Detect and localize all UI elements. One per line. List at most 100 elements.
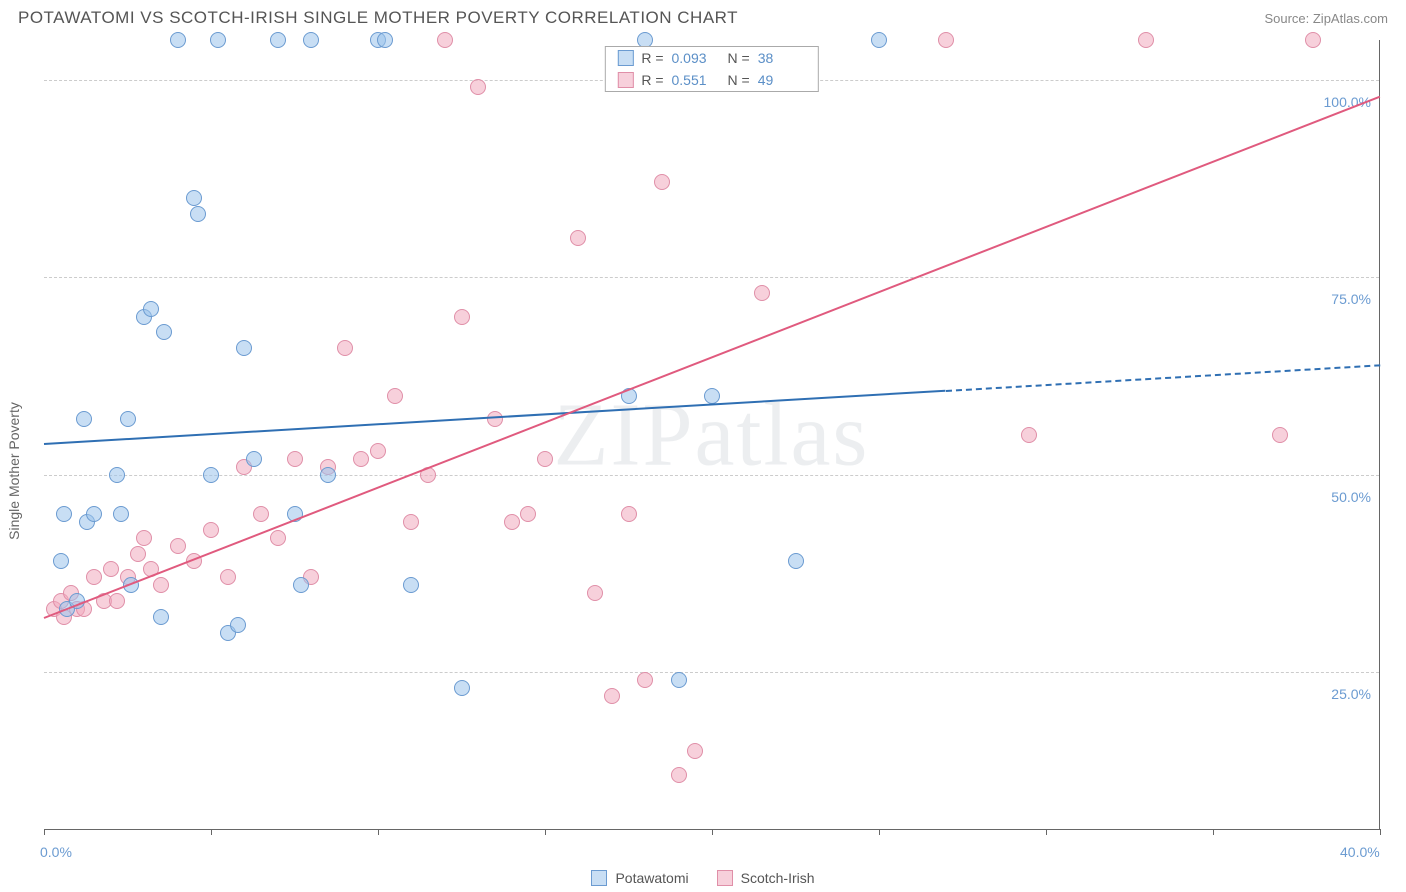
data-point-potawatomi bbox=[671, 672, 687, 688]
stats-legend: R =0.093N =38R =0.551N =49 bbox=[604, 46, 818, 92]
gridline bbox=[44, 475, 1379, 476]
data-point-scotch-irish bbox=[109, 593, 125, 609]
data-point-potawatomi bbox=[156, 324, 172, 340]
chart-container: Single Mother Poverty ZIPatlas R =0.093N… bbox=[0, 34, 1406, 892]
data-point-potawatomi bbox=[270, 32, 286, 48]
data-point-scotch-irish bbox=[287, 451, 303, 467]
n-label: N = bbox=[728, 72, 750, 88]
legend-swatch bbox=[717, 870, 733, 886]
legend-label: Scotch-Irish bbox=[741, 870, 815, 886]
data-point-scotch-irish bbox=[203, 522, 219, 538]
legend-swatch bbox=[617, 50, 633, 66]
data-point-potawatomi bbox=[871, 32, 887, 48]
data-point-potawatomi bbox=[56, 506, 72, 522]
data-point-potawatomi bbox=[236, 340, 252, 356]
data-point-scotch-irish bbox=[938, 32, 954, 48]
data-point-potawatomi bbox=[230, 617, 246, 633]
data-point-scotch-irish bbox=[621, 506, 637, 522]
data-point-potawatomi bbox=[320, 467, 336, 483]
data-point-scotch-irish bbox=[387, 388, 403, 404]
data-point-scotch-irish bbox=[403, 514, 419, 530]
data-point-potawatomi bbox=[203, 467, 219, 483]
data-point-scotch-irish bbox=[1138, 32, 1154, 48]
data-point-scotch-irish bbox=[671, 767, 687, 783]
data-point-potawatomi bbox=[704, 388, 720, 404]
data-point-scotch-irish bbox=[170, 538, 186, 554]
data-point-potawatomi bbox=[170, 32, 186, 48]
x-axis-min-label: 0.0% bbox=[40, 844, 72, 860]
data-point-scotch-irish bbox=[136, 530, 152, 546]
data-point-potawatomi bbox=[210, 32, 226, 48]
data-point-scotch-irish bbox=[437, 32, 453, 48]
x-tick bbox=[1213, 829, 1214, 835]
data-point-scotch-irish bbox=[86, 569, 102, 585]
n-value: 38 bbox=[758, 50, 806, 66]
data-point-scotch-irish bbox=[637, 672, 653, 688]
y-tick-label: 75.0% bbox=[1331, 291, 1371, 307]
legend-swatch bbox=[591, 870, 607, 886]
data-point-potawatomi bbox=[153, 609, 169, 625]
data-point-scotch-irish bbox=[153, 577, 169, 593]
data-point-scotch-irish bbox=[130, 546, 146, 562]
data-point-potawatomi bbox=[246, 451, 262, 467]
data-point-scotch-irish bbox=[587, 585, 603, 601]
data-point-scotch-irish bbox=[754, 285, 770, 301]
data-point-potawatomi bbox=[113, 506, 129, 522]
data-point-scotch-irish bbox=[353, 451, 369, 467]
data-point-potawatomi bbox=[76, 411, 92, 427]
n-value: 49 bbox=[758, 72, 806, 88]
data-point-scotch-irish bbox=[487, 411, 503, 427]
data-point-potawatomi bbox=[53, 553, 69, 569]
data-point-potawatomi bbox=[377, 32, 393, 48]
legend-label: Potawatomi bbox=[615, 870, 688, 886]
data-point-scotch-irish bbox=[370, 443, 386, 459]
legend-item: Potawatomi bbox=[591, 870, 688, 886]
data-point-potawatomi bbox=[86, 506, 102, 522]
chart-source: Source: ZipAtlas.com bbox=[1264, 11, 1388, 26]
data-point-scotch-irish bbox=[570, 230, 586, 246]
data-point-potawatomi bbox=[120, 411, 136, 427]
data-point-scotch-irish bbox=[253, 506, 269, 522]
r-value: 0.093 bbox=[672, 50, 720, 66]
data-point-potawatomi bbox=[109, 467, 125, 483]
data-point-scotch-irish bbox=[337, 340, 353, 356]
stats-row: R =0.551N =49 bbox=[605, 69, 817, 91]
x-tick bbox=[211, 829, 212, 835]
data-point-potawatomi bbox=[186, 190, 202, 206]
data-point-scotch-irish bbox=[220, 569, 236, 585]
data-point-scotch-irish bbox=[504, 514, 520, 530]
x-tick bbox=[712, 829, 713, 835]
gridline bbox=[44, 277, 1379, 278]
x-tick bbox=[545, 829, 546, 835]
trend-line-scotch-irish bbox=[44, 95, 1381, 618]
legend-item: Scotch-Irish bbox=[717, 870, 815, 886]
y-axis-label: Single Mother Poverty bbox=[6, 402, 22, 540]
data-point-potawatomi bbox=[293, 577, 309, 593]
data-point-potawatomi bbox=[454, 680, 470, 696]
x-axis-max-label: 40.0% bbox=[1340, 844, 1380, 860]
x-tick bbox=[1380, 829, 1381, 835]
x-tick bbox=[879, 829, 880, 835]
data-point-potawatomi bbox=[788, 553, 804, 569]
data-point-potawatomi bbox=[143, 301, 159, 317]
gridline bbox=[44, 672, 1379, 673]
data-point-scotch-irish bbox=[454, 309, 470, 325]
bottom-legend: Potawatomi Scotch-Irish bbox=[0, 870, 1406, 886]
n-label: N = bbox=[728, 50, 750, 66]
legend-swatch bbox=[617, 72, 633, 88]
data-point-scotch-irish bbox=[654, 174, 670, 190]
y-tick-label: 50.0% bbox=[1331, 489, 1371, 505]
y-tick-label: 25.0% bbox=[1331, 686, 1371, 702]
data-point-scotch-irish bbox=[270, 530, 286, 546]
data-point-scotch-irish bbox=[1272, 427, 1288, 443]
plot-area: ZIPatlas R =0.093N =38R =0.551N =49 25.0… bbox=[44, 40, 1380, 830]
x-tick bbox=[44, 829, 45, 835]
data-point-scotch-irish bbox=[470, 79, 486, 95]
data-point-scotch-irish bbox=[1305, 32, 1321, 48]
r-label: R = bbox=[641, 72, 663, 88]
chart-title: POTAWATOMI VS SCOTCH-IRISH SINGLE MOTHER… bbox=[18, 8, 738, 28]
data-point-scotch-irish bbox=[1021, 427, 1037, 443]
x-tick bbox=[1046, 829, 1047, 835]
data-point-scotch-irish bbox=[604, 688, 620, 704]
x-tick bbox=[378, 829, 379, 835]
